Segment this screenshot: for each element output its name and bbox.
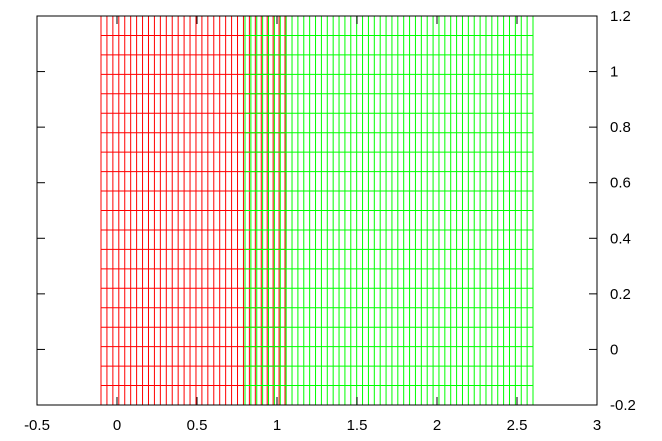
y-axis: -0.2 0 0.2 0.4 0.6 0.8 1 1.2 — [37, 8, 636, 414]
series-1-mesh — [244, 15, 534, 406]
series-layer — [100, 15, 534, 406]
plot-border — [36, 15, 598, 406]
plot-frame — [36, 15, 598, 406]
y-tick-label-6: 1 — [610, 64, 618, 81]
x-tick-label-3: 1 — [273, 417, 281, 434]
x-tick-label-1: 0 — [113, 417, 121, 434]
y-tick-label-1: 0 — [610, 341, 618, 358]
y-tick-label-2: 0.2 — [610, 286, 631, 303]
x-tick-label-4: 1.5 — [347, 417, 368, 434]
y-tick-label-3: 0.4 — [610, 230, 631, 247]
x-tick-label-7: 3 — [593, 417, 601, 434]
x-tick-label-2: 0.5 — [187, 417, 208, 434]
x-tick-label-5: 2 — [433, 417, 441, 434]
y-tick-label-4: 0.6 — [610, 175, 631, 192]
x-tick-label-6: 2.5 — [507, 417, 528, 434]
x-tick-label-0: -0.5 — [24, 417, 50, 434]
y-tick-label-5: 0.8 — [610, 119, 631, 136]
y-tick-label-7: 1.2 — [610, 8, 631, 25]
x-axis: -0.5 0 0.5 1 1.5 2 2.5 3 — [24, 16, 601, 434]
y-tick-label-0: -0.2 — [610, 397, 636, 414]
